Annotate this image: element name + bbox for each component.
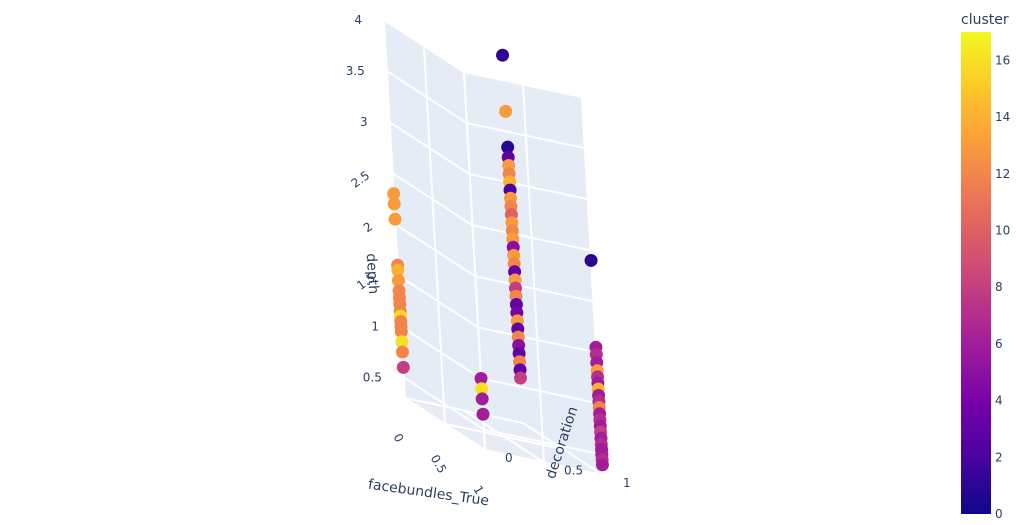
colorbar-tick-label: 8 [995, 280, 1003, 294]
colorbar-tick-label: 16 [995, 53, 1010, 67]
data-point [595, 458, 609, 472]
colorbar-tick-label: 0 [995, 507, 1003, 521]
data-points [387, 48, 609, 472]
data-point [388, 212, 402, 226]
data-point [387, 197, 401, 211]
z-tick-label: 2 [361, 219, 375, 235]
y-tick-label: 0 [505, 451, 513, 465]
data-point [475, 382, 489, 396]
z-tick-label: 2.5 [349, 168, 373, 190]
y-tick-label: 0.5 [564, 464, 583, 478]
z-tick-label: 3 [360, 115, 368, 129]
z-tick-label: 1 [371, 319, 379, 333]
colorbar-tick-label: 2 [995, 450, 1003, 464]
y-tick-label: 1 [623, 476, 631, 490]
colorbar: cluster 0 2 4 6 8 10 12 14 16 [961, 12, 1010, 521]
colorbar-gradient [961, 32, 991, 514]
y-gridline [522, 84, 545, 463]
z-tick-label: 3.5 [346, 64, 365, 78]
data-point [501, 140, 515, 154]
data-point [475, 392, 489, 406]
y-gridline [522, 422, 604, 476]
colorbar-ticks: 0 2 4 6 8 10 12 14 16 [995, 53, 1010, 521]
colorbar-tick-label: 14 [995, 110, 1010, 124]
data-point [391, 263, 405, 277]
data-point [514, 371, 528, 385]
z-tick-label: 4 [354, 13, 362, 27]
data-point [387, 187, 401, 201]
data-point [396, 360, 410, 374]
colorbar-tick-label: 4 [995, 394, 1003, 408]
x-axis-title: facebundles_True [367, 477, 490, 510]
z-axis-title: depth [363, 253, 382, 295]
x-tick-label: 0.5 [428, 452, 450, 476]
data-point [395, 335, 409, 349]
colorbar-tick-label: 12 [995, 167, 1010, 181]
data-point [584, 253, 598, 267]
colorbar-tick-label: 6 [995, 337, 1003, 351]
data-point [395, 345, 409, 359]
x-gridline [423, 45, 446, 425]
data-point [474, 371, 488, 385]
data-point [496, 48, 510, 62]
x-tick-label: 0 [390, 431, 406, 445]
colorbar-tick-label: 10 [995, 223, 1010, 237]
data-point [391, 274, 405, 288]
data-point [499, 104, 513, 118]
y-gridline [463, 409, 545, 464]
y-gridline [404, 397, 486, 451]
z-tick-label: 0.5 [363, 371, 382, 385]
data-point [394, 325, 408, 339]
data-point [476, 407, 490, 421]
colorbar-title: cluster [961, 12, 1009, 28]
